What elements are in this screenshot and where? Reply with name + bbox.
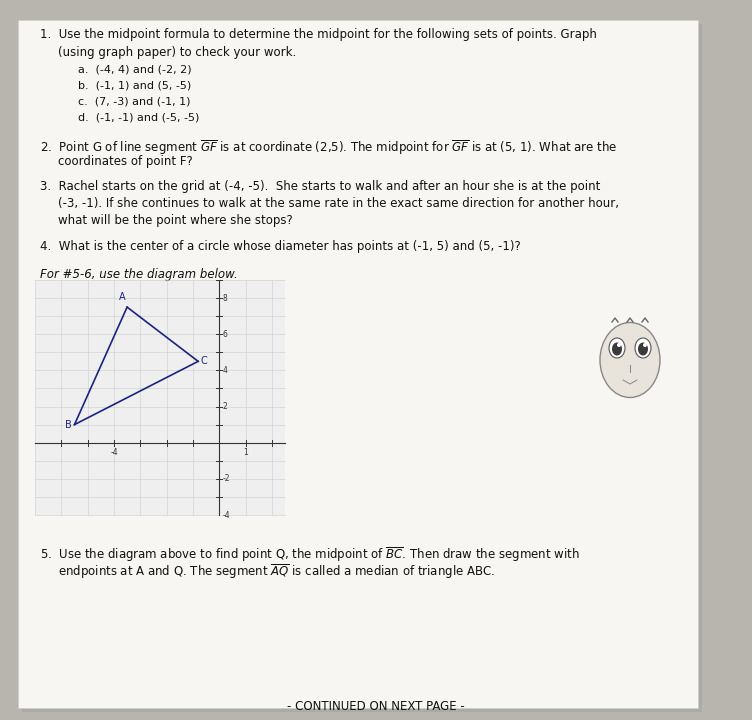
Text: (-3, -1). If she continues to walk at the same rate in the exact same direction : (-3, -1). If she continues to walk at th… [58,197,619,210]
Text: what will be the point where she stops?: what will be the point where she stops? [58,214,293,227]
Ellipse shape [609,338,625,358]
Text: 4.  What is the center of a circle whose diameter has points at (-1, 5) and (5, : 4. What is the center of a circle whose … [40,240,520,253]
Ellipse shape [617,343,621,347]
Text: A: A [119,292,125,302]
Text: endpoints at A and Q. The segment $\overline{AQ}$ is called a median of triangle: endpoints at A and Q. The segment $\over… [58,562,495,581]
Text: For #5-6, use the diagram below.: For #5-6, use the diagram below. [40,268,238,281]
Text: 5.  Use the diagram above to find point Q, the midpoint of $\overline{BC}$. Then: 5. Use the diagram above to find point Q… [40,545,580,564]
Ellipse shape [638,343,648,356]
Text: a.  (-4, 4) and (-2, 2): a. (-4, 4) and (-2, 2) [78,64,192,74]
Text: b.  (-1, 1) and (5, -5): b. (-1, 1) and (5, -5) [78,80,191,90]
Text: 2: 2 [222,402,227,411]
Text: B: B [65,420,71,430]
Text: -2: -2 [222,474,229,483]
Text: 3.  Rachel starts on the grid at (-4, -5).  She starts to walk and after an hour: 3. Rachel starts on the grid at (-4, -5)… [40,180,600,193]
Ellipse shape [612,343,622,356]
Text: coordinates of point F?: coordinates of point F? [58,155,193,168]
Text: 8: 8 [222,294,227,302]
Text: -4: -4 [110,448,118,456]
FancyBboxPatch shape [18,20,698,708]
Text: d.  (-1, -1) and (-5, -5): d. (-1, -1) and (-5, -5) [78,112,199,122]
Text: c.  (7, -3) and (-1, 1): c. (7, -3) and (-1, 1) [78,96,190,106]
Text: 6: 6 [222,330,227,338]
Text: 2.  Point G of line segment $\overline{GF}$ is at coordinate (2,5). The midpoint: 2. Point G of line segment $\overline{GF… [40,138,617,157]
Ellipse shape [635,338,651,358]
Text: (using graph paper) to check your work.: (using graph paper) to check your work. [58,46,296,59]
Text: -4: -4 [222,510,230,520]
Text: 1: 1 [243,448,248,456]
FancyBboxPatch shape [22,24,702,712]
Text: 1.  Use the midpoint formula to determine the midpoint for the following sets of: 1. Use the midpoint formula to determine… [40,28,597,41]
Ellipse shape [600,323,660,397]
Text: 4: 4 [222,366,227,375]
FancyBboxPatch shape [35,280,285,515]
Ellipse shape [643,343,647,347]
Text: C: C [200,356,207,366]
Text: - CONTINUED ON NEXT PAGE -: - CONTINUED ON NEXT PAGE - [287,700,465,713]
